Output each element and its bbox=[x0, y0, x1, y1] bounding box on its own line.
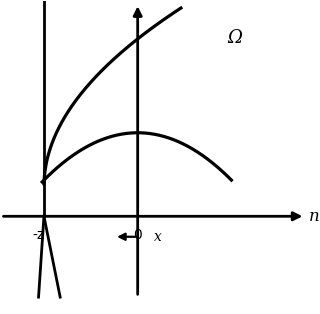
Text: -z: -z bbox=[32, 228, 45, 242]
Text: n: n bbox=[309, 208, 320, 225]
Text: 0: 0 bbox=[133, 228, 142, 242]
Text: x: x bbox=[154, 230, 161, 244]
Text: Ω: Ω bbox=[228, 30, 243, 47]
